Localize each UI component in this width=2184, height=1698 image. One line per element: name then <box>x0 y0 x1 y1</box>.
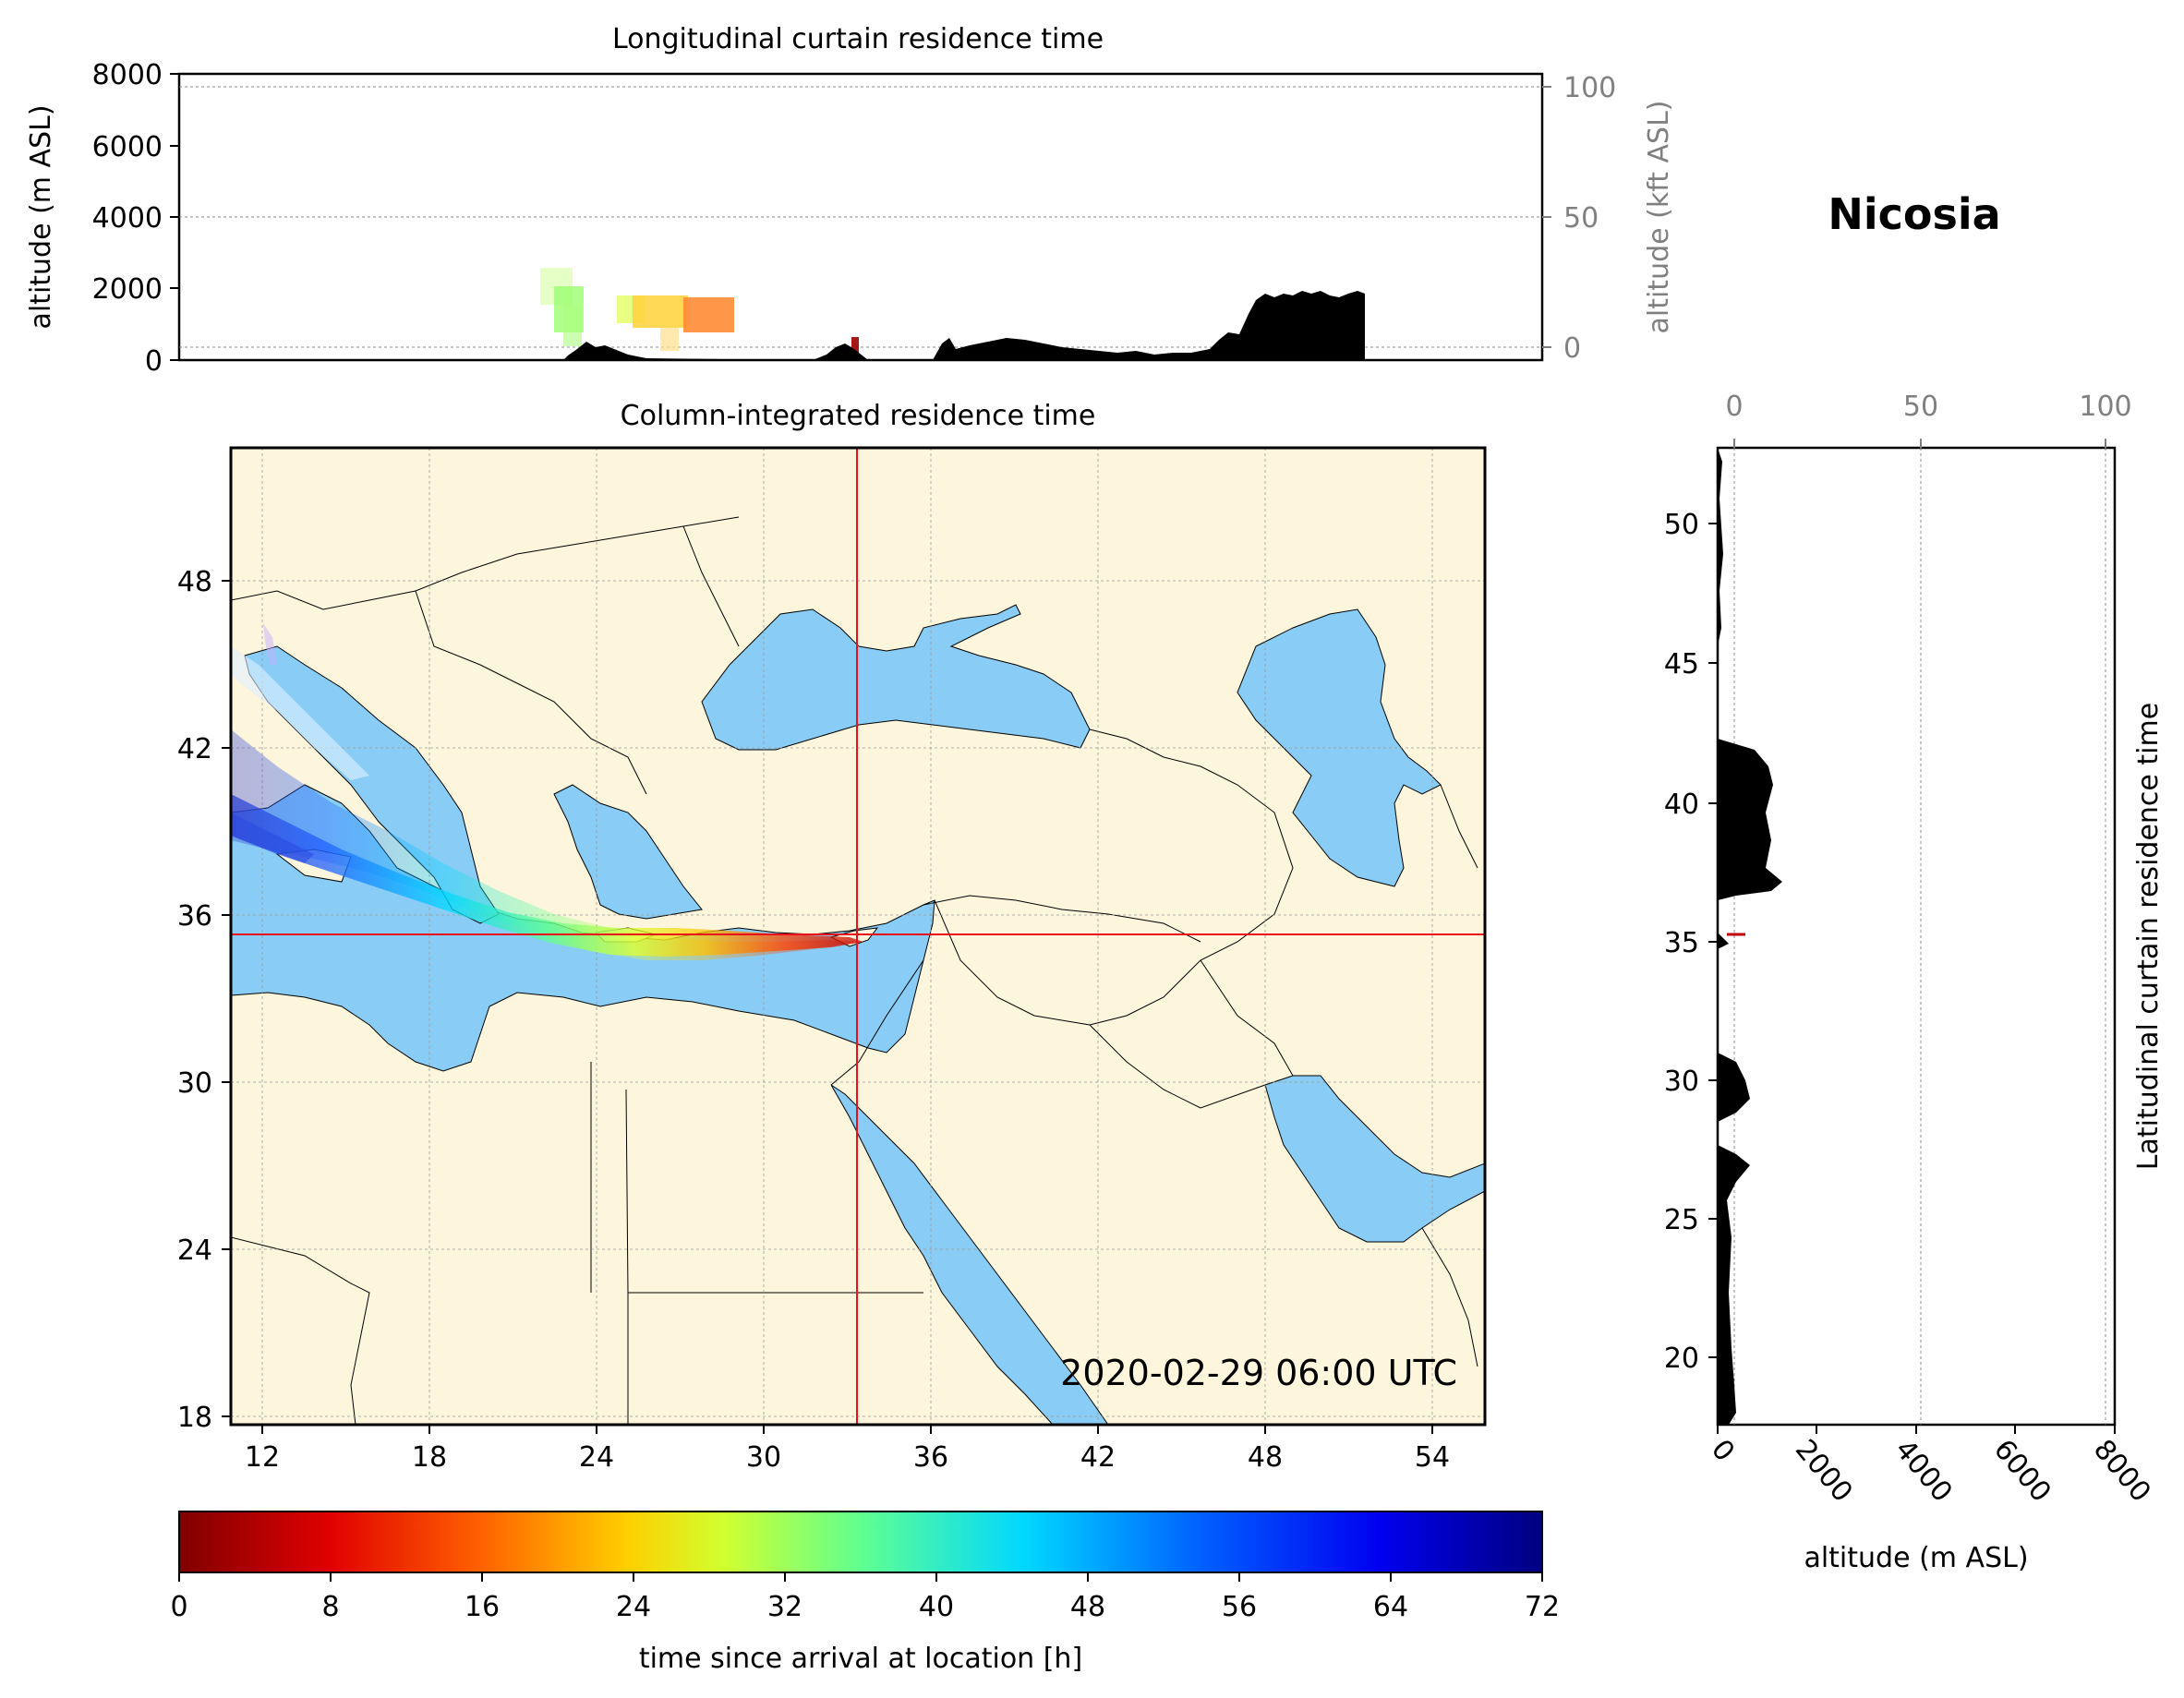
right-xtick-6000: 6000 <box>1987 1434 2057 1509</box>
right-xtick-4000: 4000 <box>1888 1434 1959 1509</box>
top-panel-terrain <box>563 291 1365 360</box>
right-top-tick-100: 100 <box>2079 391 2131 423</box>
lat-tick-36: 36 <box>177 900 212 933</box>
cbar-tick-56: 56 <box>1222 1591 1257 1623</box>
top-ytick-2000: 2000 <box>92 273 163 306</box>
lat-tick-18: 18 <box>177 1402 212 1434</box>
cbar-tick-16: 16 <box>465 1591 500 1623</box>
lat-tick-48: 48 <box>177 566 212 598</box>
colorbar-gradient <box>178 1511 1543 1573</box>
lon-tick-48: 48 <box>1248 1441 1283 1474</box>
lon-tick-18: 18 <box>412 1441 447 1474</box>
lon-tick-54: 54 <box>1415 1441 1450 1474</box>
top-right-tick-100: 100 <box>1563 72 1616 104</box>
top-ylabel-right: altitude (kft ASL) <box>1643 100 1675 333</box>
map-y-ticks <box>222 580 231 1417</box>
cbar-tick-8: 8 <box>321 1591 339 1623</box>
top-ytick-4000: 4000 <box>92 202 163 235</box>
right-xtick-2000: 2000 <box>1789 1434 1859 1509</box>
lat-tick-42: 42 <box>177 733 212 765</box>
right-lat-tick-50: 50 <box>1664 509 1699 541</box>
cbar-tick-32: 32 <box>767 1591 802 1623</box>
red-sea <box>830 1084 1109 1425</box>
top-panel-title: Longitudinal curtain residence time <box>612 23 1104 55</box>
top-panel-plume <box>540 268 859 354</box>
map-x-ticks <box>261 1425 1433 1434</box>
top-ytick-6000: 6000 <box>92 131 163 163</box>
right-bottom-ticks <box>1717 1425 2116 1434</box>
persian-gulf <box>1264 1075 1485 1243</box>
plume-residence-field <box>231 623 863 960</box>
right-lat-tick-40: 40 <box>1664 789 1699 821</box>
lon-tick-42: 42 <box>1080 1441 1116 1474</box>
right-top-tick-0: 0 <box>1725 391 1743 423</box>
top-right-tick-0: 0 <box>1563 332 1581 365</box>
right-ylabel: Latitudinal curtain residence time <box>2132 703 2165 1170</box>
lat-tick-24: 24 <box>177 1234 212 1267</box>
right-xtick-8000: 8000 <box>2087 1434 2157 1509</box>
cbar-tick-0: 0 <box>170 1591 187 1623</box>
right-lat-tick-25: 25 <box>1664 1204 1699 1236</box>
right-lat-tick-30: 30 <box>1664 1066 1699 1098</box>
latitudinal-curtain-panel: 20 25 30 35 40 45 50 0 50 100 0 <box>1664 391 2165 1574</box>
top-left-axis <box>170 73 179 361</box>
cbar-tick-72: 72 <box>1525 1591 1560 1623</box>
map-frame <box>229 446 1487 1427</box>
top-ytick-8000: 8000 <box>92 59 163 91</box>
longitudinal-curtain-panel: Longitudinal curtain residence time <box>25 23 1675 378</box>
map-panel: Column-integrated residence time <box>177 400 1487 1474</box>
location-title: Nicosia <box>1828 189 2000 239</box>
right-lat-tick-20: 20 <box>1664 1343 1699 1375</box>
right-panel-gridlines <box>1733 448 2106 1425</box>
right-top-ticks <box>1733 439 2106 448</box>
country-borders <box>231 516 1478 1425</box>
right-top-tick-50: 50 <box>1903 391 1938 423</box>
lon-tick-24: 24 <box>579 1441 614 1474</box>
cbar-tick-40: 40 <box>919 1591 954 1623</box>
lat-tick-30: 30 <box>177 1067 212 1100</box>
lon-tick-30: 30 <box>746 1441 781 1474</box>
aegean-sea <box>553 784 703 920</box>
right-lat-ticks <box>1708 523 1718 1358</box>
top-right-tick-50: 50 <box>1563 202 1599 235</box>
cbar-tick-64: 64 <box>1373 1591 1408 1623</box>
right-xlabel: altitude (m ASL) <box>1804 1542 2028 1574</box>
right-panel-terrain <box>1718 448 1782 1425</box>
right-xtick-0: 0 <box>1705 1434 1741 1468</box>
lon-tick-12: 12 <box>245 1441 280 1474</box>
right-lat-tick-45: 45 <box>1664 648 1699 680</box>
map-timestamp: 2020-02-29 06:00 UTC <box>1060 1353 1457 1393</box>
top-ylabel-left: altitude (m ASL) <box>25 104 57 329</box>
cbar-tick-48: 48 <box>1070 1591 1105 1623</box>
lon-tick-36: 36 <box>913 1441 948 1474</box>
top-ytick-0: 0 <box>145 345 163 378</box>
black-sea <box>701 604 1091 751</box>
top-right-axis <box>1542 86 1551 348</box>
colorbar: 0 8 16 24 32 40 48 56 64 72 time since a… <box>170 1511 1560 1675</box>
location-crosshair <box>231 448 1485 1425</box>
colorbar-ticks <box>178 1572 1543 1582</box>
colorbar-label: time since arrival at location [h] <box>639 1643 1082 1675</box>
right-panel-frame <box>1716 446 2117 1427</box>
cbar-tick-24: 24 <box>616 1591 651 1623</box>
right-lat-tick-35: 35 <box>1664 927 1699 959</box>
map-title: Column-integrated residence time <box>621 400 1096 432</box>
